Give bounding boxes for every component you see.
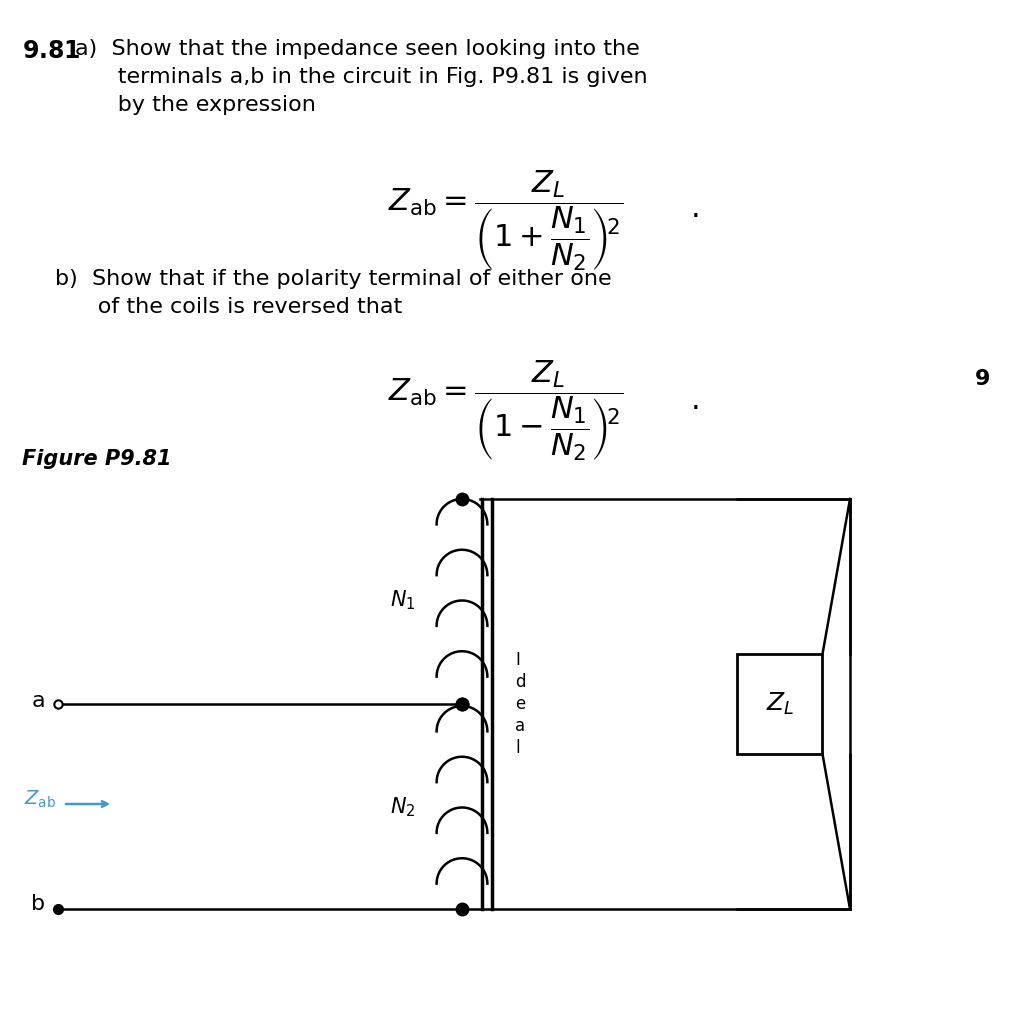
- Text: $N_2$: $N_2$: [390, 796, 415, 819]
- Text: a)  Show that the impedance seen looking into the
      terminals a,b in the cir: a) Show that the impedance seen looking …: [75, 39, 647, 115]
- Text: $.$: $.$: [690, 386, 698, 415]
- Text: $Z_{\mathrm{ab}} = \dfrac{Z_L}{\left(1 - \dfrac{N_1}{N_2}\right)^{\!2}}$: $Z_{\mathrm{ab}} = \dfrac{Z_L}{\left(1 -…: [388, 359, 624, 464]
- Text: $Z_{\mathrm{ab}} = \dfrac{Z_L}{\left(1 + \dfrac{N_1}{N_2}\right)^{\!2}}$: $Z_{\mathrm{ab}} = \dfrac{Z_L}{\left(1 +…: [388, 169, 624, 273]
- Text: $.$: $.$: [690, 194, 698, 223]
- Text: $Z_L$: $Z_L$: [766, 691, 794, 717]
- Text: $\mathbf{9.81}$: $\mathbf{9.81}$: [22, 39, 80, 63]
- Text: 9: 9: [975, 369, 990, 389]
- Text: I
d
e
a
l: I d e a l: [515, 650, 526, 758]
- Text: b: b: [30, 894, 45, 914]
- Text: b)  Show that if the polarity terminal of either one
      of the coils is rever: b) Show that if the polarity terminal of…: [55, 269, 612, 317]
- Text: a: a: [31, 691, 45, 711]
- Text: $Z_{\mathrm{ab}}$: $Z_{\mathrm{ab}}$: [24, 788, 56, 810]
- Text: $N_1$: $N_1$: [390, 589, 415, 612]
- Text: Figure P9.81: Figure P9.81: [22, 449, 171, 469]
- FancyBboxPatch shape: [737, 654, 823, 754]
